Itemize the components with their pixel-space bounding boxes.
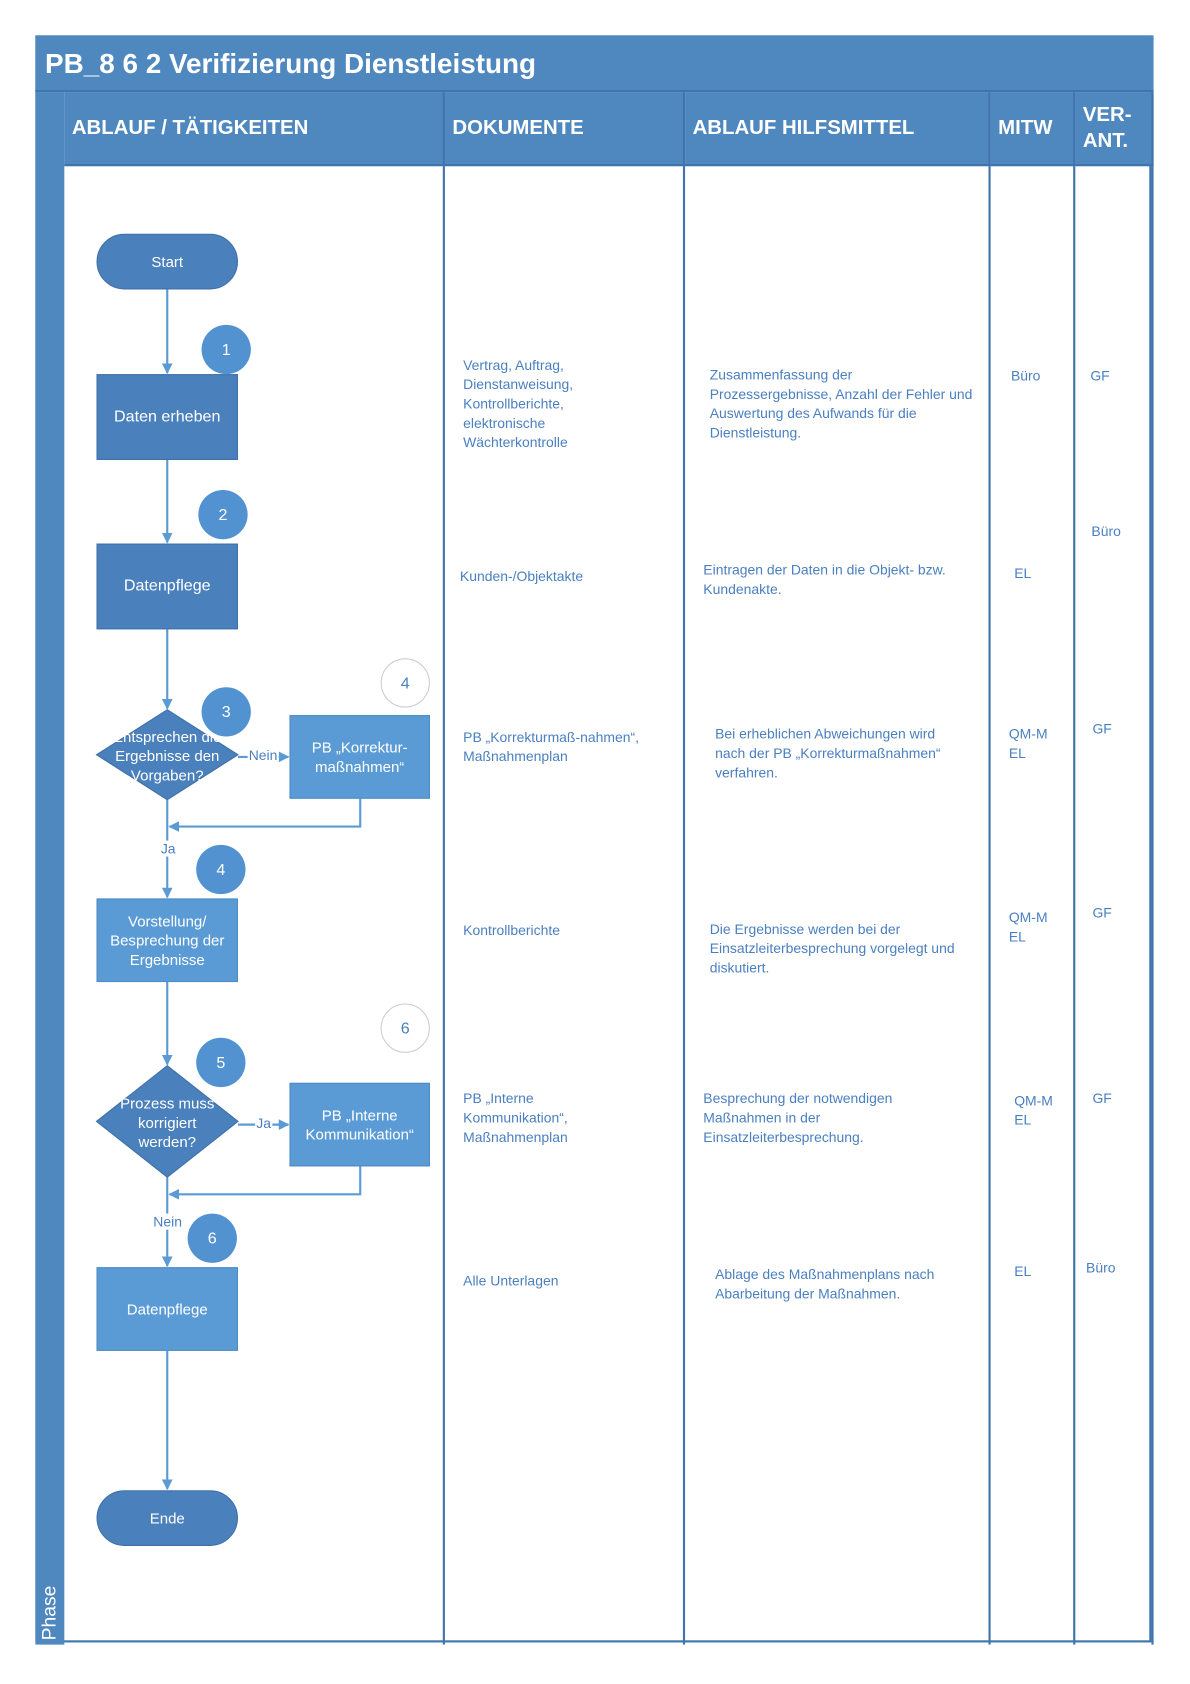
row-4-documents: Kontrollberichte bbox=[463, 922, 560, 939]
end-terminal: Ende bbox=[96, 1490, 239, 1546]
column-hilfsmittel bbox=[685, 166, 991, 1645]
row-4-aid: Die Ergebnisse werden bei der Einsatzlei… bbox=[709, 920, 955, 976]
step-badge: 6 bbox=[187, 1213, 237, 1263]
connector bbox=[168, 1166, 362, 1200]
row-6-verant: Büro bbox=[1086, 1259, 1116, 1276]
row-1-aid: Zusammenfassung der Prozessergebnisse, A… bbox=[709, 366, 973, 441]
column-ablauf bbox=[64, 166, 445, 1645]
label-ja-2: Ja bbox=[255, 1114, 273, 1132]
connector bbox=[168, 798, 362, 832]
row-6-mitw: EL bbox=[1014, 1262, 1032, 1280]
row-6-documents: Alle Unterlagen bbox=[463, 1272, 559, 1289]
column-verant bbox=[1075, 166, 1154, 1645]
header-ablauf: ABLAUF / TÄTIGKEITEN bbox=[64, 92, 445, 167]
step-badge: 3 bbox=[201, 687, 251, 737]
row-2-aid: Eintragen der Daten in die Objekt- bzw. … bbox=[703, 561, 946, 598]
process-interne-kommunikation: PB „Interne Kommunikation“ bbox=[289, 1082, 430, 1167]
column-dokumente bbox=[445, 166, 686, 1645]
row-2-verant: Büro bbox=[1091, 523, 1121, 540]
decision-shape-1 bbox=[95, 709, 240, 801]
row-4-verant: GF bbox=[1092, 904, 1112, 921]
step-badge: 4 bbox=[196, 844, 246, 895]
row-3-mitw: QM-M EL bbox=[1008, 725, 1048, 762]
row-3-documents: PB „Korrekturmaß-nahmen“, Maßnahmenplan bbox=[463, 729, 639, 765]
row-5-verant: GF bbox=[1092, 1090, 1112, 1107]
page-title: PB_8 6 2 Verifizierung Dienstleistung bbox=[35, 35, 1154, 93]
row-4-mitw: QM-M EL bbox=[1008, 909, 1048, 945]
step-badge: 5 bbox=[196, 1037, 246, 1088]
header-dokumente: DOKUMENTE bbox=[444, 92, 686, 167]
row-3-aid: Bei erheblichen Abweichungen wird nach d… bbox=[715, 725, 941, 781]
header-verant: VER- ANT. bbox=[1075, 92, 1154, 167]
process-vorstellung: Vorstellung/ Besprechung der Ergebnisse bbox=[96, 898, 239, 983]
row-5-mitw: QM-M EL bbox=[1014, 1092, 1053, 1128]
decision-1-text: Entsprechen die Ergebnisse den Vorgaben? bbox=[113, 727, 222, 784]
row-5-aid: Besprechung der notwendigen Maßnahmen in… bbox=[703, 1090, 893, 1146]
step-badge: 2 bbox=[198, 489, 248, 540]
label-ja-1: Ja bbox=[159, 840, 177, 857]
label-nein-1: Nein bbox=[247, 747, 279, 764]
row-1-mitw: Büro bbox=[1010, 367, 1041, 384]
row-1-verant: GF bbox=[1090, 367, 1110, 384]
row-1-documents: Vertrag, Auftrag, Dienstanweisung, Kontr… bbox=[463, 357, 574, 451]
process-korrekturmassnahmen: PB „Korrektur-maßnahmen“ bbox=[289, 715, 430, 799]
outline-badge: 4 bbox=[380, 658, 430, 708]
row-2-documents: Kunden-/Objektakte bbox=[459, 568, 584, 585]
process-datenpflege: Datenpflege bbox=[96, 543, 239, 630]
process-datenpflege-2: Datenpflege bbox=[96, 1267, 239, 1351]
header-hilfsmittel: ABLAUF HILFSMITTEL bbox=[685, 92, 991, 167]
header-mitw: MITW bbox=[990, 92, 1076, 167]
step-badge: 1 bbox=[201, 324, 251, 375]
row-6-aid: Ablage des Maßnahmenplans nach Abarbeitu… bbox=[715, 1266, 935, 1302]
row-2-mitw: EL bbox=[1014, 564, 1032, 582]
row-3-verant: GF bbox=[1092, 720, 1112, 737]
decision-shape-2 bbox=[95, 1064, 239, 1178]
start-terminal: Start bbox=[96, 233, 239, 290]
row-5-documents: PB „Interne Kommunikation“, Maßnahmenpla… bbox=[463, 1090, 568, 1146]
column-mitw bbox=[991, 166, 1076, 1645]
label-nein-2: Nein bbox=[152, 1213, 184, 1230]
outline-badge: 6 bbox=[380, 1003, 430, 1053]
phase-column: Phase bbox=[35, 92, 65, 1645]
process-daten-erheben: Daten erheben bbox=[96, 374, 239, 460]
decision-2-text: Prozess muss korrigiert werden? bbox=[120, 1094, 215, 1151]
